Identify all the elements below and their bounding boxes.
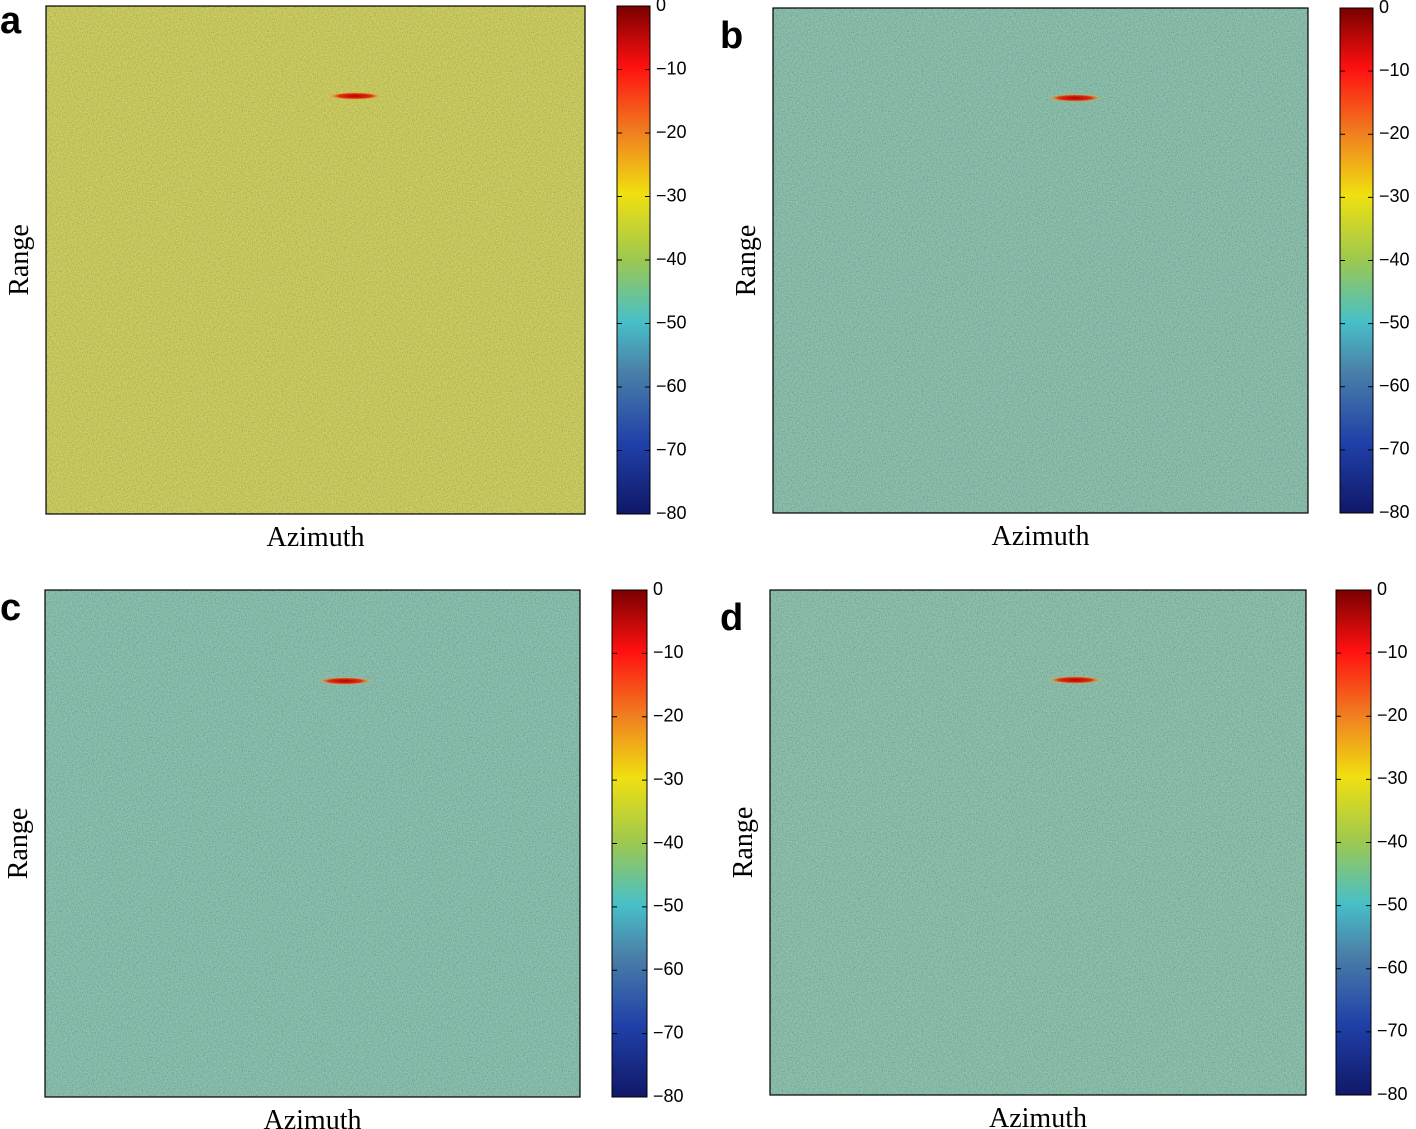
colorbar-tick-label: −30 xyxy=(1377,768,1408,788)
colorbar-tick-label: −50 xyxy=(1379,312,1410,332)
colorbar-tick-label: −30 xyxy=(656,185,687,205)
colorbar-tick-label: 0 xyxy=(653,579,663,599)
image-texture xyxy=(45,590,580,1097)
colorbar-tick-label: −60 xyxy=(653,959,684,979)
y-axis-label: Range xyxy=(731,225,762,297)
target xyxy=(317,677,373,685)
panel-label: a xyxy=(0,0,22,42)
y-axis-label: Range xyxy=(3,808,34,880)
panel: a Azimuth Range 0 −10 −20 −30 −40 −50 −60 −70 −80 xyxy=(0,0,687,553)
colorbar-tick-label: −10 xyxy=(656,58,687,78)
panel: b Azimuth Range 0 −10 −20 −30 −40 −50 −60 −70 −80 xyxy=(720,0,1410,552)
colorbar-tick-label: −40 xyxy=(1377,831,1408,851)
panel: c Azimuth Range 0 −10 −20 −30 −40 −50 −60 −70 −80 xyxy=(0,579,684,1129)
colorbar-tick-label: −30 xyxy=(653,769,684,789)
colorbar-tick-label: −20 xyxy=(1377,705,1408,725)
panel-label: c xyxy=(0,587,21,629)
colorbar-tick-label: −20 xyxy=(1379,123,1410,143)
colorbar-tick-label: −60 xyxy=(656,376,687,396)
panel-label: b xyxy=(720,15,743,57)
colorbar xyxy=(616,5,651,515)
x-axis-label: Azimuth xyxy=(989,1103,1087,1129)
colorbar-tick-label: −10 xyxy=(1377,642,1408,662)
colorbar-tick-label: −20 xyxy=(653,706,684,726)
colorbar-tick-label: −70 xyxy=(1379,439,1410,459)
colorbar-tick-label: −70 xyxy=(653,1022,684,1042)
colorbar-tick-label: −20 xyxy=(656,122,687,142)
target xyxy=(1047,676,1103,684)
colorbar-tick-label: −50 xyxy=(653,896,684,916)
colorbar xyxy=(1339,7,1374,514)
y-axis-label: Range xyxy=(4,224,35,296)
colorbar-tick-label: −70 xyxy=(1377,1021,1408,1041)
panel: d Azimuth Range 0 −10 −20 −30 −40 −50 −60 −70 −80 xyxy=(720,579,1408,1129)
image-texture xyxy=(770,590,1306,1095)
x-axis-label: Azimuth xyxy=(267,522,365,553)
y-axis-label: Range xyxy=(728,807,759,879)
colorbar-tick-label: −40 xyxy=(656,249,687,269)
colorbar-tick-label: −30 xyxy=(1379,186,1410,206)
target xyxy=(327,92,383,100)
colorbar-tick-label: −10 xyxy=(653,642,684,662)
colorbar-tick-label: −70 xyxy=(656,439,687,459)
colorbar-tick-label: 0 xyxy=(1377,579,1387,599)
panel-label: d xyxy=(720,597,743,639)
colorbar-tick-label: 0 xyxy=(1379,0,1389,17)
colorbar-tick-label: −80 xyxy=(1377,1084,1408,1104)
image-frame xyxy=(769,589,1307,1096)
x-axis-label: Azimuth xyxy=(992,521,1090,552)
colorbar-tick-label: −50 xyxy=(656,312,687,332)
colorbar-tick-label: −80 xyxy=(653,1086,684,1106)
colorbar-tick-label: −60 xyxy=(1379,376,1410,396)
colorbar-tick-label: −40 xyxy=(653,832,684,852)
colorbar-tick-label: −80 xyxy=(656,503,687,523)
colorbar-tick-label: 0 xyxy=(656,0,666,15)
target xyxy=(1047,94,1103,102)
image-texture xyxy=(773,8,1308,513)
colorbar xyxy=(1335,589,1372,1096)
image-texture xyxy=(46,6,585,514)
colorbar-tick-label: −80 xyxy=(1379,502,1410,522)
colorbar-tick-label: −50 xyxy=(1377,894,1408,914)
colorbar-tick-label: −60 xyxy=(1377,958,1408,978)
image-frame xyxy=(44,589,581,1098)
colorbar xyxy=(611,589,648,1098)
image-frame xyxy=(45,5,586,515)
x-axis-label: Azimuth xyxy=(264,1105,362,1129)
image-frame xyxy=(772,7,1309,514)
colorbar-tick-label: −40 xyxy=(1379,249,1410,269)
colorbar-tick-label: −10 xyxy=(1379,60,1410,80)
